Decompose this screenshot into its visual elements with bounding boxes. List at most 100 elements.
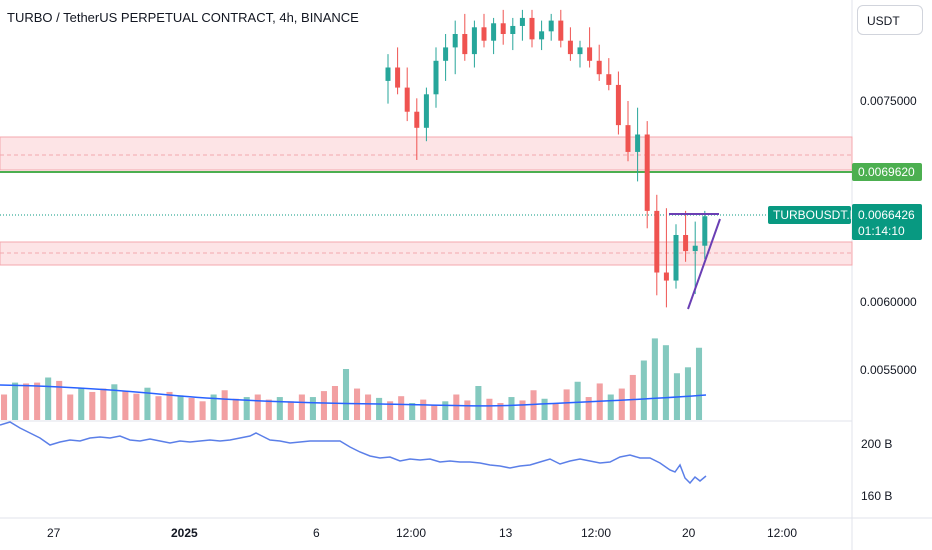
time-tick-1200-a: 12:00 xyxy=(396,526,426,540)
candle xyxy=(471,20,477,68)
candle-body xyxy=(519,17,525,26)
candle xyxy=(433,47,439,108)
candle-body xyxy=(404,87,410,112)
candle xyxy=(385,54,391,104)
volume-bar xyxy=(133,393,140,420)
candle xyxy=(577,40,583,68)
level-price-label: 0.0069620 xyxy=(858,165,915,179)
candle xyxy=(567,27,573,61)
time-tick-1200-b: 12:00 xyxy=(581,526,611,540)
candle-body xyxy=(596,60,602,75)
volume-bar xyxy=(409,403,416,420)
volume-bar xyxy=(1,394,8,420)
volume-bar xyxy=(607,394,614,420)
candle xyxy=(558,9,564,48)
candle xyxy=(654,194,660,296)
candle xyxy=(702,210,708,260)
volume-bar xyxy=(574,381,581,420)
candle-body xyxy=(462,34,468,55)
volume-group xyxy=(1,338,703,420)
volume-bar xyxy=(144,387,151,420)
candle-body xyxy=(558,20,564,41)
candle xyxy=(519,9,525,41)
candle xyxy=(529,9,535,48)
candle-body xyxy=(663,272,669,281)
candle-body xyxy=(587,47,593,61)
candle xyxy=(663,208,669,308)
candle-body xyxy=(673,235,679,281)
volume-bar xyxy=(67,394,74,420)
volume-bar xyxy=(662,345,669,420)
volume-bar xyxy=(12,382,19,420)
time-tick-1200-c: 12:00 xyxy=(767,526,797,540)
pattern-rising-line[interactable] xyxy=(687,218,721,310)
volume-bar xyxy=(78,387,85,420)
volume-bar xyxy=(166,391,173,420)
time-tick-13: 13 xyxy=(499,526,513,540)
volume-bar xyxy=(320,391,327,420)
candle xyxy=(462,13,468,61)
volume-bar xyxy=(563,389,570,420)
candle-body xyxy=(539,31,545,40)
volume-bar xyxy=(640,360,647,420)
candle-body xyxy=(491,23,497,41)
volume-bar xyxy=(199,401,206,420)
volume-bar xyxy=(398,396,405,420)
symbol-badge xyxy=(768,206,851,224)
candle xyxy=(615,71,621,135)
volume-bar xyxy=(287,401,294,420)
zone-lower xyxy=(0,241,853,266)
price-tick-0055000: 0.0055000 xyxy=(860,363,917,377)
volume-bar xyxy=(541,398,548,420)
volume-bar xyxy=(376,397,383,420)
volume-bar xyxy=(497,403,504,420)
volume-bar xyxy=(254,394,261,420)
time-tick-2025: 2025 xyxy=(171,526,198,540)
candle-body xyxy=(414,111,420,128)
volume-bar xyxy=(552,403,559,420)
volume-bar xyxy=(420,399,427,420)
candle-body xyxy=(452,34,458,48)
candle xyxy=(635,107,641,182)
volume-bar xyxy=(387,401,394,420)
volume-bar xyxy=(684,367,692,420)
volume-bar xyxy=(475,386,482,420)
volume-bar xyxy=(442,401,449,420)
candle-body xyxy=(702,216,708,246)
last-price-label: 0.0066426 xyxy=(858,208,915,222)
candle xyxy=(491,17,497,55)
volume-bar xyxy=(464,400,471,420)
candle xyxy=(548,13,554,41)
currency-button[interactable]: USDT xyxy=(857,5,923,35)
candle-body xyxy=(567,40,573,55)
candle-body xyxy=(433,60,439,95)
zone-lower-fill xyxy=(0,241,853,266)
candle-body xyxy=(423,94,429,128)
volume-bar xyxy=(453,394,460,420)
candle xyxy=(443,34,449,81)
volume-bar xyxy=(34,382,41,420)
candle-body xyxy=(548,20,554,32)
candle-body xyxy=(385,67,391,81)
candle xyxy=(404,67,410,122)
volume-bar xyxy=(265,399,272,420)
candle-body xyxy=(615,84,621,126)
candle xyxy=(500,9,506,45)
volume-bar xyxy=(298,394,305,420)
volume-bar xyxy=(585,397,592,420)
candle xyxy=(606,58,612,91)
volume-bar xyxy=(111,384,118,420)
price-tick-0075000: 0.0075000 xyxy=(860,94,917,108)
volume-ma-line xyxy=(0,384,707,407)
time-tick-6: 6 xyxy=(313,526,320,540)
candle xyxy=(625,101,631,162)
volume-bar xyxy=(530,390,537,420)
volume-bar xyxy=(309,397,316,420)
candle xyxy=(481,13,487,48)
pattern-drawing[interactable] xyxy=(669,213,721,310)
candle-body xyxy=(443,47,449,61)
candle-body xyxy=(635,134,641,152)
indicator-line xyxy=(0,421,707,485)
